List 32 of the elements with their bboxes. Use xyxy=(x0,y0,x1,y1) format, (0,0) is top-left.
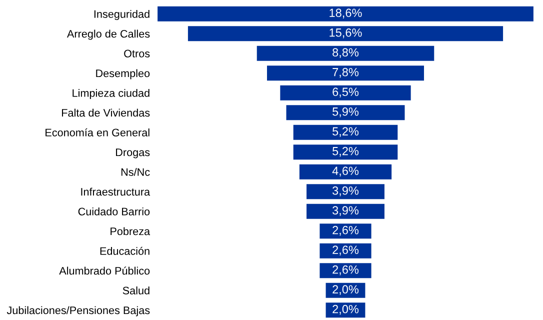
category-label: Ns/Nc xyxy=(121,168,150,176)
category-label: Otros xyxy=(124,50,150,58)
data-label: 2,6% xyxy=(332,246,359,256)
data-label: 5,2% xyxy=(332,127,359,137)
data-label: 6,5% xyxy=(332,88,359,98)
data-label: 8,8% xyxy=(332,48,359,58)
data-label: 2,6% xyxy=(332,226,359,236)
category-label: Pobreza xyxy=(110,227,150,236)
data-label: 2,0% xyxy=(332,304,359,315)
data-label: 2,0% xyxy=(332,285,359,295)
category-label: Limpieza ciudad xyxy=(72,88,150,100)
category-label: Educación xyxy=(100,246,150,255)
data-label: 15,6% xyxy=(330,28,362,38)
data-label: 2,6% xyxy=(332,265,359,276)
data-label: 4,6% xyxy=(332,166,359,176)
category-label: Desempleo xyxy=(96,69,150,80)
category-label: Alumbrado Público xyxy=(59,266,150,275)
category-label: Salud xyxy=(122,286,150,294)
category-label: Arreglo de Calles xyxy=(66,30,150,40)
data-label: 3,9% xyxy=(332,186,359,196)
category-label: Jubilaciones/Pensiones Bajas xyxy=(6,306,150,316)
category-label: Economía en General xyxy=(46,128,150,136)
category-label: Infraestructura xyxy=(81,188,150,196)
category-label: Falta de Viviendas xyxy=(62,108,150,117)
data-label: 5,9% xyxy=(332,107,359,118)
category-label: Drogas xyxy=(116,148,150,158)
data-label: 18,6% xyxy=(330,8,362,18)
category-label: Cuidado Barrio xyxy=(78,207,150,216)
category-label: Inseguridad xyxy=(94,10,150,20)
data-label: 3,9% xyxy=(332,206,359,216)
data-label: 5,2% xyxy=(332,146,359,157)
data-label: 7,8% xyxy=(332,68,359,78)
